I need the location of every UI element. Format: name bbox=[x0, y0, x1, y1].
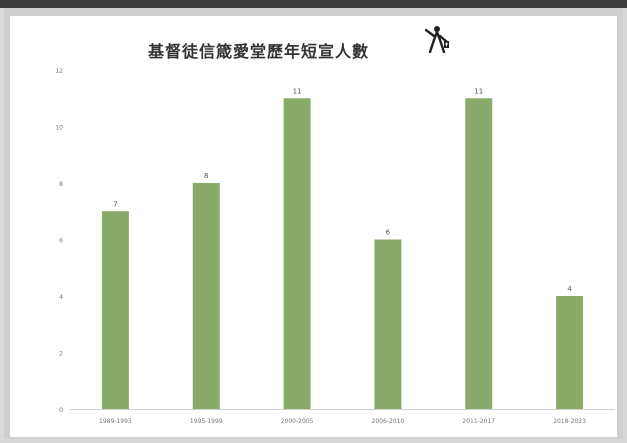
x-tick-label: 1995-1999 bbox=[190, 418, 223, 425]
x-tick-label: 2011-2017 bbox=[462, 418, 495, 425]
bar-value-label: 7 bbox=[113, 200, 117, 208]
bar bbox=[374, 239, 402, 409]
y-tick-label: 6 bbox=[59, 238, 63, 245]
x-tick-label: 2006-2010 bbox=[372, 418, 405, 425]
bar-value-label: 11 bbox=[293, 87, 302, 95]
missionary-figure-icon bbox=[424, 26, 449, 54]
y-tick-label: 10 bbox=[55, 125, 63, 132]
bar-value-label: 6 bbox=[386, 229, 391, 237]
bar bbox=[465, 98, 493, 409]
bar bbox=[101, 211, 129, 409]
y-tick-label: 8 bbox=[59, 181, 63, 188]
bar bbox=[283, 98, 311, 409]
y-tick-label: 4 bbox=[59, 294, 63, 301]
bar bbox=[556, 296, 584, 409]
y-tick-label: 2 bbox=[59, 351, 63, 358]
bar bbox=[192, 183, 220, 409]
bar-value-label: 4 bbox=[567, 285, 572, 293]
chart-title: 基督徒信箴愛堂歷年短宣人數 bbox=[148, 42, 370, 61]
y-tick-label: 12 bbox=[55, 68, 63, 75]
x-tick-label: 1989-1993 bbox=[99, 418, 132, 425]
x-tick-label: 2018-2023 bbox=[553, 418, 586, 425]
x-tick-label: 2000-2005 bbox=[281, 418, 314, 425]
bar-value-label: 11 bbox=[474, 87, 483, 95]
y-tick-label: 0 bbox=[59, 407, 63, 414]
bar-value-label: 8 bbox=[204, 172, 208, 180]
window-top-bar bbox=[0, 0, 627, 8]
